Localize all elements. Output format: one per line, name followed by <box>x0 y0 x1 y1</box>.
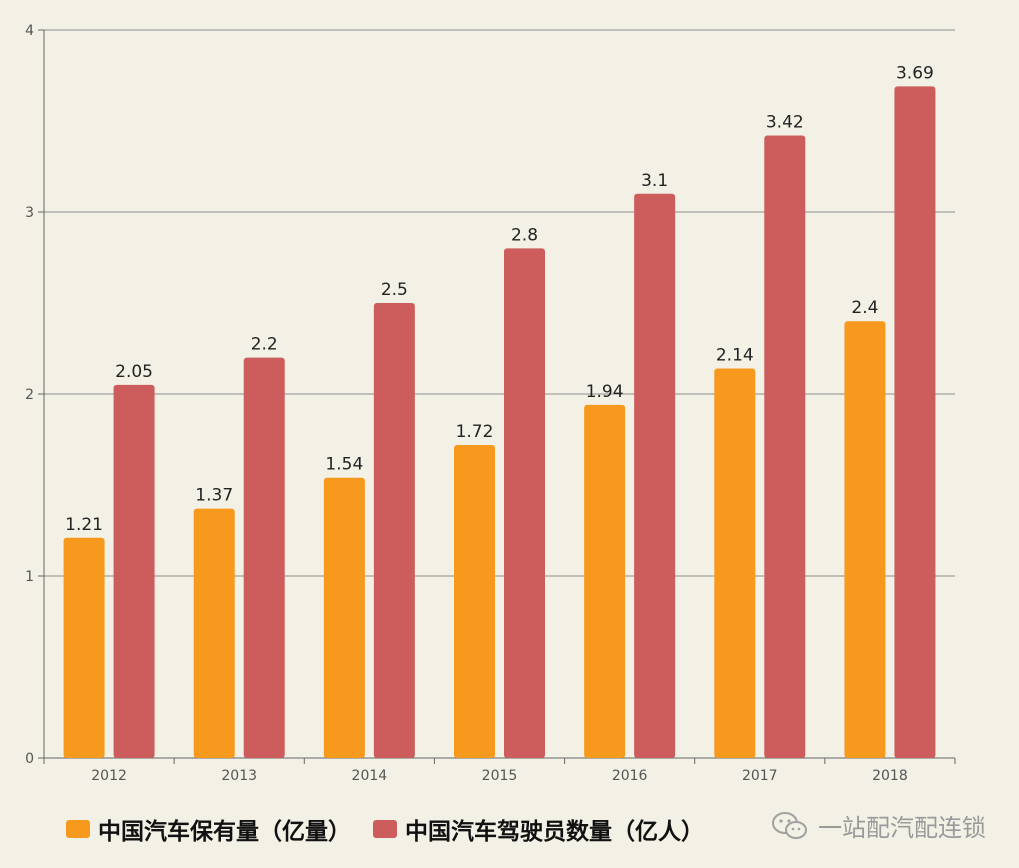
bar-data-label: 3.69 <box>896 63 934 83</box>
bar-series-1[interactable] <box>844 321 886 758</box>
y-tick-label: 0 <box>25 751 34 767</box>
bar-data-label: 2.2 <box>251 335 278 355</box>
bar-data-label: 1.21 <box>65 515 103 535</box>
x-tick-label: 2015 <box>482 768 518 784</box>
watermark: 一站配汽配连锁 <box>770 808 986 843</box>
grid-lines <box>44 29 955 577</box>
bar-series-2[interactable] <box>373 303 415 758</box>
legend-label-series-1: 中国汽车保有量（亿量） <box>98 819 351 845</box>
x-tick-label: 2012 <box>91 768 127 784</box>
bar-series-1[interactable] <box>714 368 756 758</box>
bar-series-1[interactable] <box>454 444 495 758</box>
legend: 中国汽车保有量（亿量） 中国汽车驾驶员数量（亿人） <box>66 812 726 846</box>
y-tick-label: 3 <box>25 205 34 221</box>
bar-data-label: 3.1 <box>641 171 668 191</box>
bar-series-2[interactable] <box>764 135 806 758</box>
bar-series-1[interactable] <box>63 537 105 758</box>
y-tick-label: 1 <box>25 569 34 585</box>
bar-series-2[interactable] <box>243 357 285 758</box>
bar-data-label: 2.05 <box>115 362 153 382</box>
bar-series-2[interactable] <box>634 193 676 759</box>
axes <box>38 29 956 764</box>
bar-data-label: 3.42 <box>766 113 804 133</box>
tick-labels: 0 1 2 3 4 2012 2013 2014 2015 2016 2017 2018 <box>25 23 908 784</box>
bar-series-2[interactable] <box>113 384 155 758</box>
bar-data-label: 2.5 <box>381 280 408 300</box>
bar-series-1[interactable] <box>193 508 235 758</box>
bar-data-label: 1.37 <box>195 486 233 506</box>
legend-item-series-2[interactable]: 中国汽车驾驶员数量（亿人） <box>373 812 704 846</box>
bar-data-label: 1.72 <box>456 422 494 442</box>
bar-data-label: 2.14 <box>716 346 754 366</box>
bar-series-2[interactable] <box>504 248 545 758</box>
x-tick-label: 2018 <box>872 768 908 784</box>
bar-data-label: 2.4 <box>851 298 878 318</box>
bar-series-1[interactable] <box>323 477 365 758</box>
legend-swatch-series-1 <box>66 820 90 838</box>
bar-chart: 1.21 1.37 1.54 1.72 1.94 2.14 2.4 2.05 2.2 2.5 2.8… <box>25 23 956 784</box>
bar-data-label: 1.94 <box>586 382 624 402</box>
y-tick-label: 2 <box>25 387 34 403</box>
legend-item-series-1[interactable]: 中国汽车保有量（亿量） <box>66 812 351 846</box>
bar-series-2[interactable] <box>894 86 936 759</box>
x-tick-label: 2016 <box>612 768 648 784</box>
x-tick-label: 2017 <box>742 768 778 784</box>
watermark-text: 一站配汽配连锁 <box>818 814 986 842</box>
data-labels: 1.21 1.37 1.54 1.72 1.94 2.14 2.4 2.05 2.2 2.5 2.8… <box>65 63 934 534</box>
bar-data-label: 2.8 <box>511 225 538 245</box>
x-tick-label: 2013 <box>221 768 257 784</box>
legend-swatch-series-2 <box>373 820 397 838</box>
y-tick-label: 4 <box>25 23 34 39</box>
bar-series-1[interactable] <box>584 404 626 758</box>
bar-data-label: 1.54 <box>325 455 363 475</box>
bars <box>63 86 936 759</box>
legend-label-series-2: 中国汽车驾驶员数量（亿人） <box>405 819 704 845</box>
wechat-icon <box>772 811 807 839</box>
x-tick-label: 2014 <box>352 768 388 784</box>
